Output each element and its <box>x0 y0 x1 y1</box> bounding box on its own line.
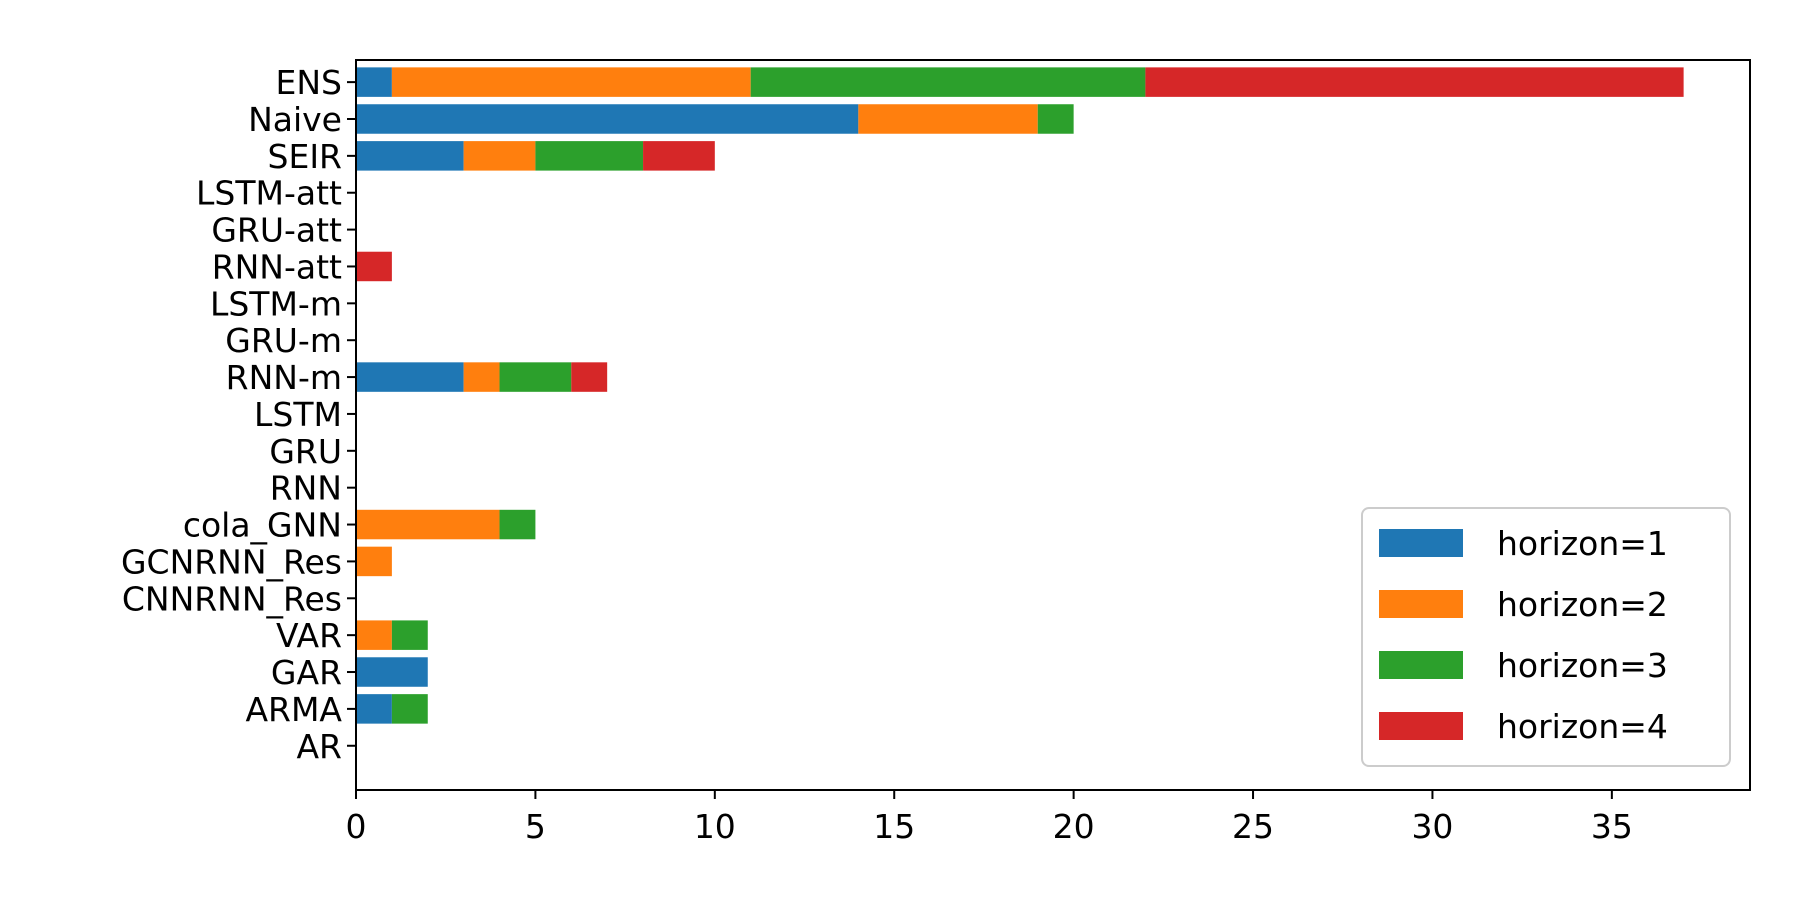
bar-RNN-m-series-4 <box>571 362 608 392</box>
legend-swatch <box>1379 712 1463 740</box>
bar-SEIR-series-1 <box>356 141 464 171</box>
y-tick-label: RNN <box>270 469 342 508</box>
x-tick-label: 30 <box>1411 807 1453 846</box>
x-tick-label: 0 <box>346 807 367 846</box>
bar-VAR-series-3 <box>391 620 428 650</box>
y-tick-label: ENS <box>276 63 342 102</box>
legend-label: horizon=3 <box>1497 646 1668 685</box>
bar-VAR-series-2 <box>356 620 392 650</box>
bar-Naive-series-1 <box>356 104 859 134</box>
bar-ENS-series-3 <box>750 67 1146 97</box>
y-tick-label: AR <box>296 727 342 766</box>
y-tick-label: GRU-att <box>211 211 342 250</box>
y-tick-label: RNN-m <box>226 358 342 397</box>
y-tick-label: Naive <box>248 100 342 139</box>
legend-label: horizon=4 <box>1497 707 1668 746</box>
y-tick-label: LSTM <box>254 395 342 434</box>
bar-SEIR-series-2 <box>463 141 536 171</box>
bar-ENS-series-2 <box>391 67 751 97</box>
bar-SEIR-series-3 <box>535 141 644 171</box>
bar-ENS-series-1 <box>356 67 392 97</box>
bar-SEIR-series-4 <box>643 141 715 171</box>
legend-frame <box>1361 507 1731 767</box>
x-tick-label: 35 <box>1591 807 1633 846</box>
y-tick-label: VAR <box>276 616 342 655</box>
bar-GCNRNN_Res-series-2 <box>356 546 392 577</box>
y-tick-label: GRU <box>269 432 342 471</box>
legend-swatch <box>1379 590 1463 618</box>
y-tick-label: GAR <box>271 653 342 692</box>
bar-RNN-m-series-1 <box>356 362 464 392</box>
bar-RNN-m-series-3 <box>499 362 572 392</box>
x-tick-label: 15 <box>873 807 915 846</box>
y-tick-label: LSTM-att <box>196 174 342 213</box>
bar-cola_GNN-series-3 <box>499 509 536 540</box>
bar-ARMA-series-3 <box>391 694 428 724</box>
x-tick-label: 5 <box>525 807 546 846</box>
plot-frame <box>355 59 1751 791</box>
bar-ARMA-series-1 <box>356 694 392 724</box>
axes-layer: ARARMAGARVARCNNRNN_ResGCNRNN_Rescola_GNN… <box>121 59 1751 846</box>
bar-Naive-series-2 <box>858 104 1038 134</box>
y-tick-label: CNNRNN_Res <box>122 579 342 618</box>
legend-label: horizon=2 <box>1497 585 1668 624</box>
bar-RNN-att-series-4 <box>356 251 392 282</box>
y-tick-label: LSTM-m <box>210 284 342 323</box>
legend-swatch <box>1379 529 1463 557</box>
legend-swatch <box>1379 651 1463 679</box>
x-tick-label: 20 <box>1053 807 1095 846</box>
y-tick-label: GCNRNN_Res <box>121 542 342 581</box>
y-tick-label: ARMA <box>245 690 342 729</box>
bar-GAR-series-1 <box>356 657 428 687</box>
y-tick-label: SEIR <box>268 137 342 176</box>
bar-Naive-series-3 <box>1037 104 1074 134</box>
bars-layer <box>356 67 1684 724</box>
y-tick-label: RNN-att <box>212 247 342 286</box>
x-tick-label: 10 <box>694 807 736 846</box>
legend: horizon=1 horizon=2 horizon=3 horizon=4 <box>1361 507 1731 767</box>
y-tick-label: GRU-m <box>225 321 342 360</box>
bar-ENS-series-4 <box>1145 67 1684 97</box>
x-tick-label: 25 <box>1232 807 1274 846</box>
legend-label: horizon=1 <box>1497 524 1668 563</box>
bar-cola_GNN-series-2 <box>356 509 500 540</box>
y-tick-label: cola_GNN <box>183 506 342 545</box>
bar-RNN-m-series-2 <box>463 362 500 392</box>
